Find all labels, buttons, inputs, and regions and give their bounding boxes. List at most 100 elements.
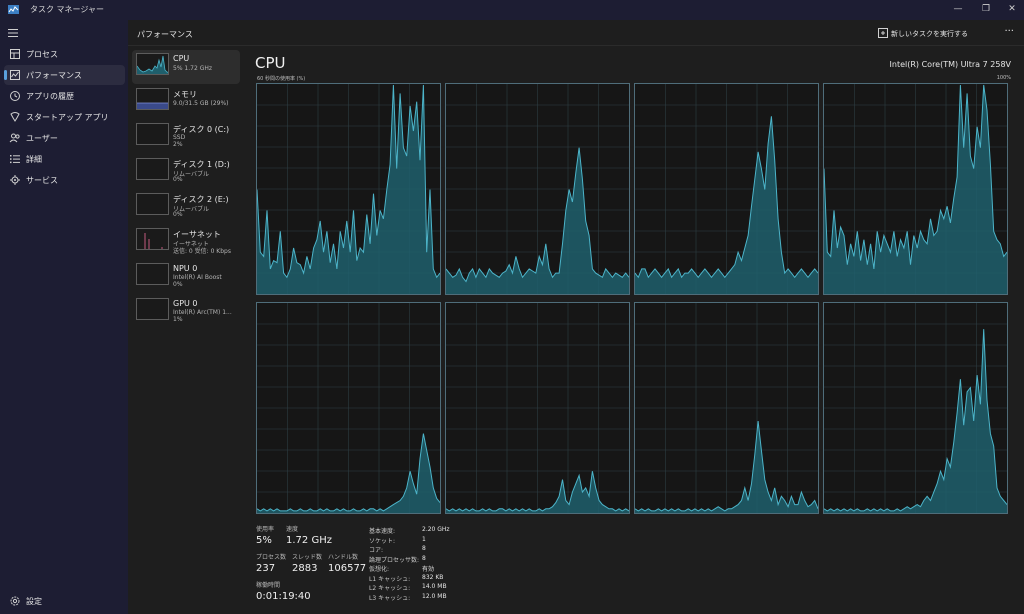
- detail-label: L3 キャッシュ:: [369, 594, 411, 602]
- nav-item-label: パフォーマンス: [26, 71, 82, 80]
- graph-caption: 60 秒間の使用率 (%): [257, 76, 306, 82]
- cpu-usage-chart: [634, 84, 819, 294]
- logical-processor-graph: [256, 302, 441, 514]
- device-item-gpu[interactable]: GPU 0 Intel(R) Arc(TM) 1... 1%: [132, 295, 240, 329]
- graph-max-label: 100%: [996, 75, 1011, 81]
- detail-value: 12.0 MB: [422, 592, 447, 600]
- nav-item-users[interactable]: ユーザー: [4, 128, 125, 148]
- cpu-usage-chart: [445, 303, 630, 513]
- logical-processor-graph: [634, 302, 819, 514]
- detail-label: コア:: [369, 547, 384, 554]
- nav-item-performance[interactable]: パフォーマンス: [4, 65, 125, 85]
- task-manager-icon: [8, 5, 19, 14]
- nav-item-label: プロセス: [26, 50, 58, 59]
- handles-label: ハンドル数: [328, 554, 359, 561]
- device-item-cpu[interactable]: CPU 5% 1.72 GHz: [132, 50, 240, 84]
- usage-area: [257, 85, 440, 294]
- device-thumbnail: [136, 263, 169, 285]
- device-usage: 2%: [173, 141, 183, 148]
- cpu-detail-panel: CPU Intel(R) Core(TM) Ultra 7 258V 60 秒間…: [244, 46, 1024, 614]
- usage-area: [446, 147, 629, 294]
- detail-value: 有効: [422, 566, 435, 573]
- device-item-disk-1[interactable]: ディスク 1 (D:) リムーバブル 0%: [132, 155, 240, 189]
- nav-item-app-history[interactable]: アプリの履歴: [4, 86, 125, 106]
- usage-area: [824, 329, 1007, 513]
- processes-label: プロセス数: [256, 554, 287, 561]
- cpu-usage-chart: [256, 84, 441, 294]
- detail-value: 2.20 GHz: [422, 526, 450, 533]
- device-type: リムーバブル: [173, 171, 209, 178]
- cpu-model-name: Intel(R) Core(TM) Ultra 7 258V: [889, 60, 1011, 69]
- device-name: NPU 0: [173, 264, 198, 273]
- usage-label: 使用率: [256, 526, 275, 533]
- navigation-pane: プロセス パフォーマンス アプリの履歴 スタートアップ アプリ ユーザー 詳細 …: [0, 20, 128, 614]
- nav-item-label: 詳細: [26, 155, 42, 164]
- device-item-ethernet[interactable]: イーサネット イーサネット 送信: 0 受信: 0 Kbps: [132, 225, 240, 259]
- nav-item-services[interactable]: サービス: [4, 170, 125, 190]
- uptime-label: 稼働時間: [256, 582, 281, 589]
- hamburger-menu-icon[interactable]: [8, 28, 20, 38]
- logical-processor-graph: [823, 302, 1008, 514]
- device-thumbnail: [136, 298, 169, 320]
- usage-line: [634, 420, 819, 512]
- app-history-icon: [10, 91, 20, 101]
- threads-value: 2883: [292, 563, 318, 574]
- nav-item-label: アプリの履歴: [26, 92, 74, 101]
- processes-icon: [10, 49, 20, 59]
- logical-processor-graph: [445, 302, 630, 514]
- restore-button[interactable]: ❐: [981, 4, 991, 14]
- device-type: Intel(R) AI Boost: [173, 274, 222, 281]
- settings-icon: [10, 596, 20, 606]
- content-header: パフォーマンス 新しいタスクを実行する ···: [128, 20, 1024, 46]
- cpu-usage-chart: [823, 84, 1008, 294]
- nav-item-label: 設定: [26, 597, 42, 606]
- usage-line: [256, 433, 441, 512]
- more-options-button[interactable]: ···: [1004, 26, 1014, 37]
- processes-value: 237: [256, 563, 276, 574]
- device-item-disk-0[interactable]: ディスク 0 (C:) SSD 2%: [132, 120, 240, 154]
- nav-item-label: サービス: [26, 176, 58, 185]
- cpu-usage-chart: [445, 84, 630, 294]
- device-type: Intel(R) Arc(TM) 1...: [173, 309, 232, 316]
- nav-item-startup-apps[interactable]: スタートアップ アプリ: [4, 107, 125, 127]
- usage-line: [634, 116, 819, 279]
- usage-line: [445, 471, 630, 512]
- nav-item-settings[interactable]: 設定: [4, 591, 125, 611]
- run-new-task-button[interactable]: 新しいタスクを実行する: [878, 27, 988, 41]
- detail-label: ソケット:: [369, 537, 396, 545]
- handles-value: 106577: [328, 563, 367, 574]
- device-type: イーサネット: [173, 241, 209, 248]
- logical-processor-graph: [256, 83, 441, 295]
- nav-item-details[interactable]: 詳細: [4, 149, 125, 169]
- logical-processor-graph: [823, 83, 1008, 295]
- device-name: メモリ: [173, 90, 197, 99]
- usage-line: [823, 329, 1008, 512]
- close-button[interactable]: ✕: [1008, 4, 1016, 14]
- usage-line: [256, 84, 441, 279]
- device-name: ディスク 1 (D:): [173, 160, 230, 169]
- minimize-button[interactable]: —: [953, 4, 963, 14]
- startup-apps-icon: [10, 112, 20, 122]
- performance-icon: [10, 70, 20, 80]
- selection-indicator: [4, 70, 7, 80]
- logical-processor-graphs: [256, 83, 1010, 514]
- device-thumbnail: [136, 193, 169, 215]
- device-usage: 0%: [173, 281, 183, 288]
- usage-value: 5%: [256, 535, 272, 546]
- device-item-memory[interactable]: メモリ 9.0/31.5 GB (29%): [132, 85, 240, 119]
- device-name: GPU 0: [173, 299, 198, 308]
- detail-label: L2 キャッシュ:: [369, 585, 411, 592]
- usage-line: [823, 84, 1008, 269]
- usage-area: [257, 433, 440, 513]
- nav-item-processes[interactable]: プロセス: [4, 44, 125, 64]
- device-type: リムーバブル: [173, 206, 209, 213]
- users-icon: [9, 133, 20, 143]
- device-item-npu[interactable]: NPU 0 Intel(R) AI Boost 0%: [132, 260, 240, 294]
- uptime-value: 0:01:19:40: [256, 591, 311, 602]
- device-item-disk-2[interactable]: ディスク 2 (E:) リムーバブル 0%: [132, 190, 240, 224]
- detail-value: 1: [422, 535, 426, 543]
- device-info: 9.0/31.5 GB (29%): [173, 100, 229, 107]
- device-usage: 0%: [173, 211, 183, 218]
- device-usage: 0%: [173, 176, 183, 183]
- detail-label: 基本速度:: [369, 528, 396, 535]
